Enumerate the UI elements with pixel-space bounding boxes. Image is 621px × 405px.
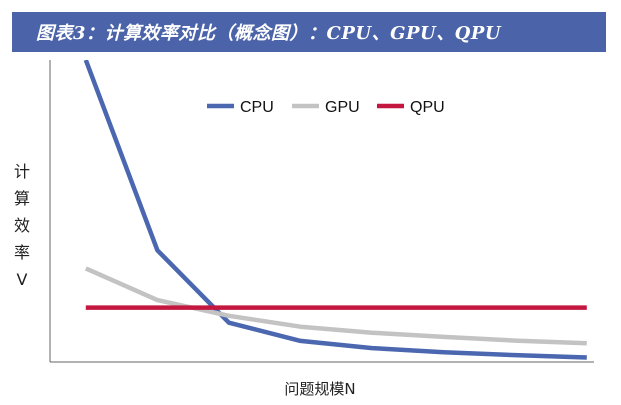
y-axis-label: 计 算 效 率 V	[13, 162, 30, 289]
chart-axes	[49, 60, 594, 363]
legend-label-cpu: CPU	[240, 99, 274, 116]
legend-label-gpu: GPU	[325, 99, 360, 116]
series-group	[83, 60, 587, 360]
legend: CPU GPU QPU	[207, 99, 445, 116]
legend-label-qpu: QPU	[410, 99, 445, 116]
series-line-cpu	[83, 60, 587, 360]
chart-title: 图表3：计算效率对比（概念图）：CPU、GPU、QPU	[36, 23, 502, 44]
x-axis-label: 问题规模N	[284, 380, 356, 398]
series-line-gpu	[84, 266, 587, 346]
chart-title-banner: 图表3：计算效率对比（概念图）：CPU、GPU、QPU	[12, 12, 606, 52]
